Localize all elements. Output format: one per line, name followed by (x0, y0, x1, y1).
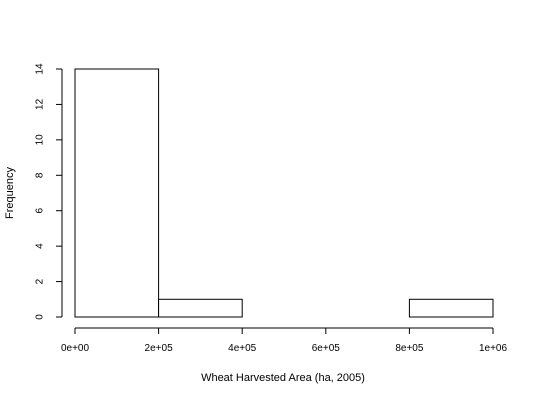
y-tick-label-6: 12 (35, 98, 46, 110)
x-tick-label-1: 2e+05 (145, 343, 174, 354)
histogram-bar-1 (158, 298, 243, 318)
y-axis: 0 2 4 6 8 10 12 14 (35, 63, 63, 320)
y-tick-label-0: 0 (35, 314, 46, 320)
x-tick-label-3: 6e+05 (312, 343, 341, 354)
histogram-bar-0 (74, 68, 160, 318)
histogram-bar-4 (408, 298, 494, 318)
y-tick-label-7: 14 (35, 63, 46, 75)
x-axis-title: Wheat Harvested Area (ha, 2005) (201, 372, 365, 384)
x-axis: 0e+00 2e+05 4e+05 6e+05 8e+05 1e+06 (61, 327, 508, 354)
y-tick-label-3: 6 (35, 207, 46, 213)
y-tick-label-1: 2 (35, 278, 46, 284)
y-tick-label-4: 8 (35, 172, 46, 178)
y-axis-title: Frequency (4, 167, 16, 219)
x-tick-label-5: 1e+06 (479, 343, 508, 354)
x-tick-label-0: 0e+00 (61, 343, 90, 354)
y-tick-label-5: 10 (35, 134, 46, 146)
x-tick-label-2: 4e+05 (228, 343, 257, 354)
y-tick-label-2: 4 (35, 243, 46, 249)
histogram-bars (74, 68, 494, 318)
x-tick-label-4: 8e+05 (395, 343, 424, 354)
